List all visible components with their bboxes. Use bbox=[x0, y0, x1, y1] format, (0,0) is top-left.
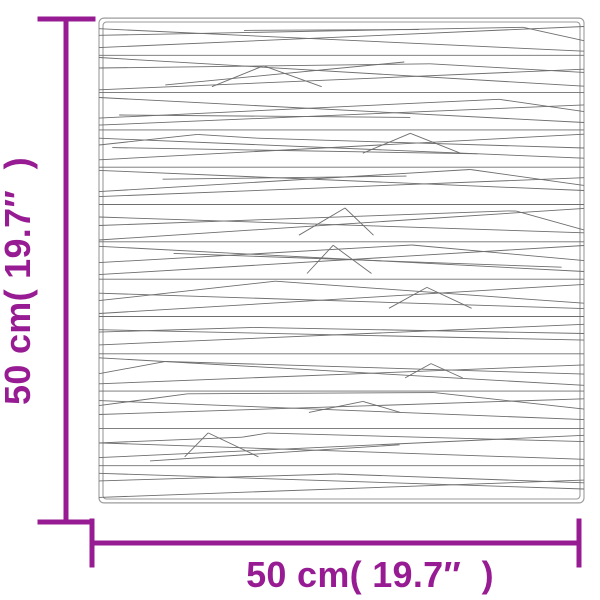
svg-text:50 cm( 19.7″ ): 50 cm( 19.7″ ) bbox=[246, 554, 494, 595]
svg-text:50 cm( 19.7″ ): 50 cm( 19.7″ ) bbox=[0, 157, 38, 405]
